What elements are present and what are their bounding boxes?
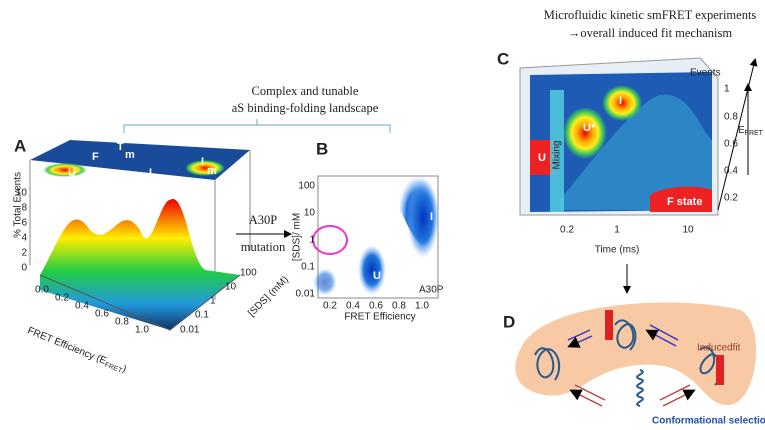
panel-letter: D (503, 312, 515, 331)
axis-label: [SDS]/ mM (292, 213, 303, 261)
state-label: m (125, 149, 135, 161)
tick-label: 10 (16, 188, 28, 199)
axis-label: [SDS] (mM) (246, 274, 291, 319)
panel-letter: B (316, 139, 328, 158)
tick-label: 0.8 (115, 317, 129, 328)
axis-label: Time (ms) (595, 245, 640, 256)
tick-label: 10 (304, 208, 316, 219)
tick-label: 1 (309, 235, 315, 246)
tick-label: 0.01 (180, 325, 200, 336)
tick-label: 10 (682, 225, 694, 236)
state-label: U (373, 270, 381, 282)
axis-label: EFRET (738, 125, 764, 137)
title-line: aS binding-folding landscape (232, 101, 379, 115)
scheme (515, 303, 756, 406)
state-label: I (619, 95, 622, 107)
tick-label: 2 (21, 248, 27, 259)
title-line: Microfluidic kinetic smFRET experiments (544, 8, 757, 22)
state-label: T (117, 141, 124, 153)
band-label: Mixing (552, 141, 563, 170)
state-label: F state (667, 196, 702, 208)
tick-label: 1.0 (415, 301, 429, 312)
transition-label: A30P (249, 213, 278, 227)
tick-label: 100 (298, 181, 315, 192)
axis-label: Events (690, 68, 721, 79)
tick-label: 0.1 (301, 262, 315, 273)
tick-label: 0.0 (35, 285, 49, 296)
state-label: U (68, 167, 76, 179)
tick-label: 0.4 (346, 301, 360, 312)
state-label: m (207, 165, 217, 177)
tick-label: 0.01 (296, 289, 316, 300)
tick-label: 1 (210, 296, 216, 307)
tick-label: 0.6 (369, 301, 383, 312)
tick-label: 0.1 (195, 310, 209, 321)
state-label: U (538, 152, 546, 164)
transition-label: mutation (241, 240, 286, 254)
tick-label: 1 (724, 84, 730, 95)
variant-label: A30P (419, 285, 444, 296)
axis-label: FRET Efficiency (344, 312, 415, 323)
tick-label: 0.8 (392, 301, 406, 312)
tick-label: 0.4 (724, 166, 738, 177)
bracket (124, 119, 390, 133)
tick-label: 0.6 (95, 309, 109, 320)
tick-label: 0.8 (724, 112, 738, 123)
tick-label: 0.2 (724, 193, 738, 204)
state-label: U* (583, 122, 596, 134)
tick-label: 0 (21, 263, 27, 274)
tick-label: 6 (21, 218, 27, 229)
heatmap-3d (520, 58, 718, 215)
figure: Microfluidic kinetic smFRET experiments … (0, 0, 765, 430)
title-line: Complex and tunable (252, 84, 359, 98)
panel-letter: A (14, 136, 26, 155)
state-label: I (149, 167, 152, 179)
state-label: I (201, 156, 204, 168)
tick-label: 0.2 (55, 293, 69, 304)
tick-label: 0.4 (75, 301, 89, 312)
tick-label: 10 (225, 282, 237, 293)
tick-label: 1.0 (135, 325, 149, 336)
state-label: F (92, 151, 99, 163)
tick-label: 100 (240, 268, 257, 279)
tick-label: 4 (21, 233, 27, 244)
axis-label: FRET Efficiency (EFRET) (25, 325, 128, 376)
mechanism-label: Inducedfit (697, 343, 741, 354)
tick-label: 0.2 (323, 301, 337, 312)
tick-label: 0.2 (560, 225, 574, 236)
panel-letter: C (497, 49, 509, 68)
title-line: →overall induced fit mechanism (568, 26, 732, 40)
mechanism-label: Conformational selection (652, 416, 765, 427)
tick-label: 0.6 (724, 139, 738, 150)
tick-label: 1 (614, 225, 620, 236)
tick-label: 8 (21, 203, 27, 214)
state-label: I (430, 211, 433, 223)
